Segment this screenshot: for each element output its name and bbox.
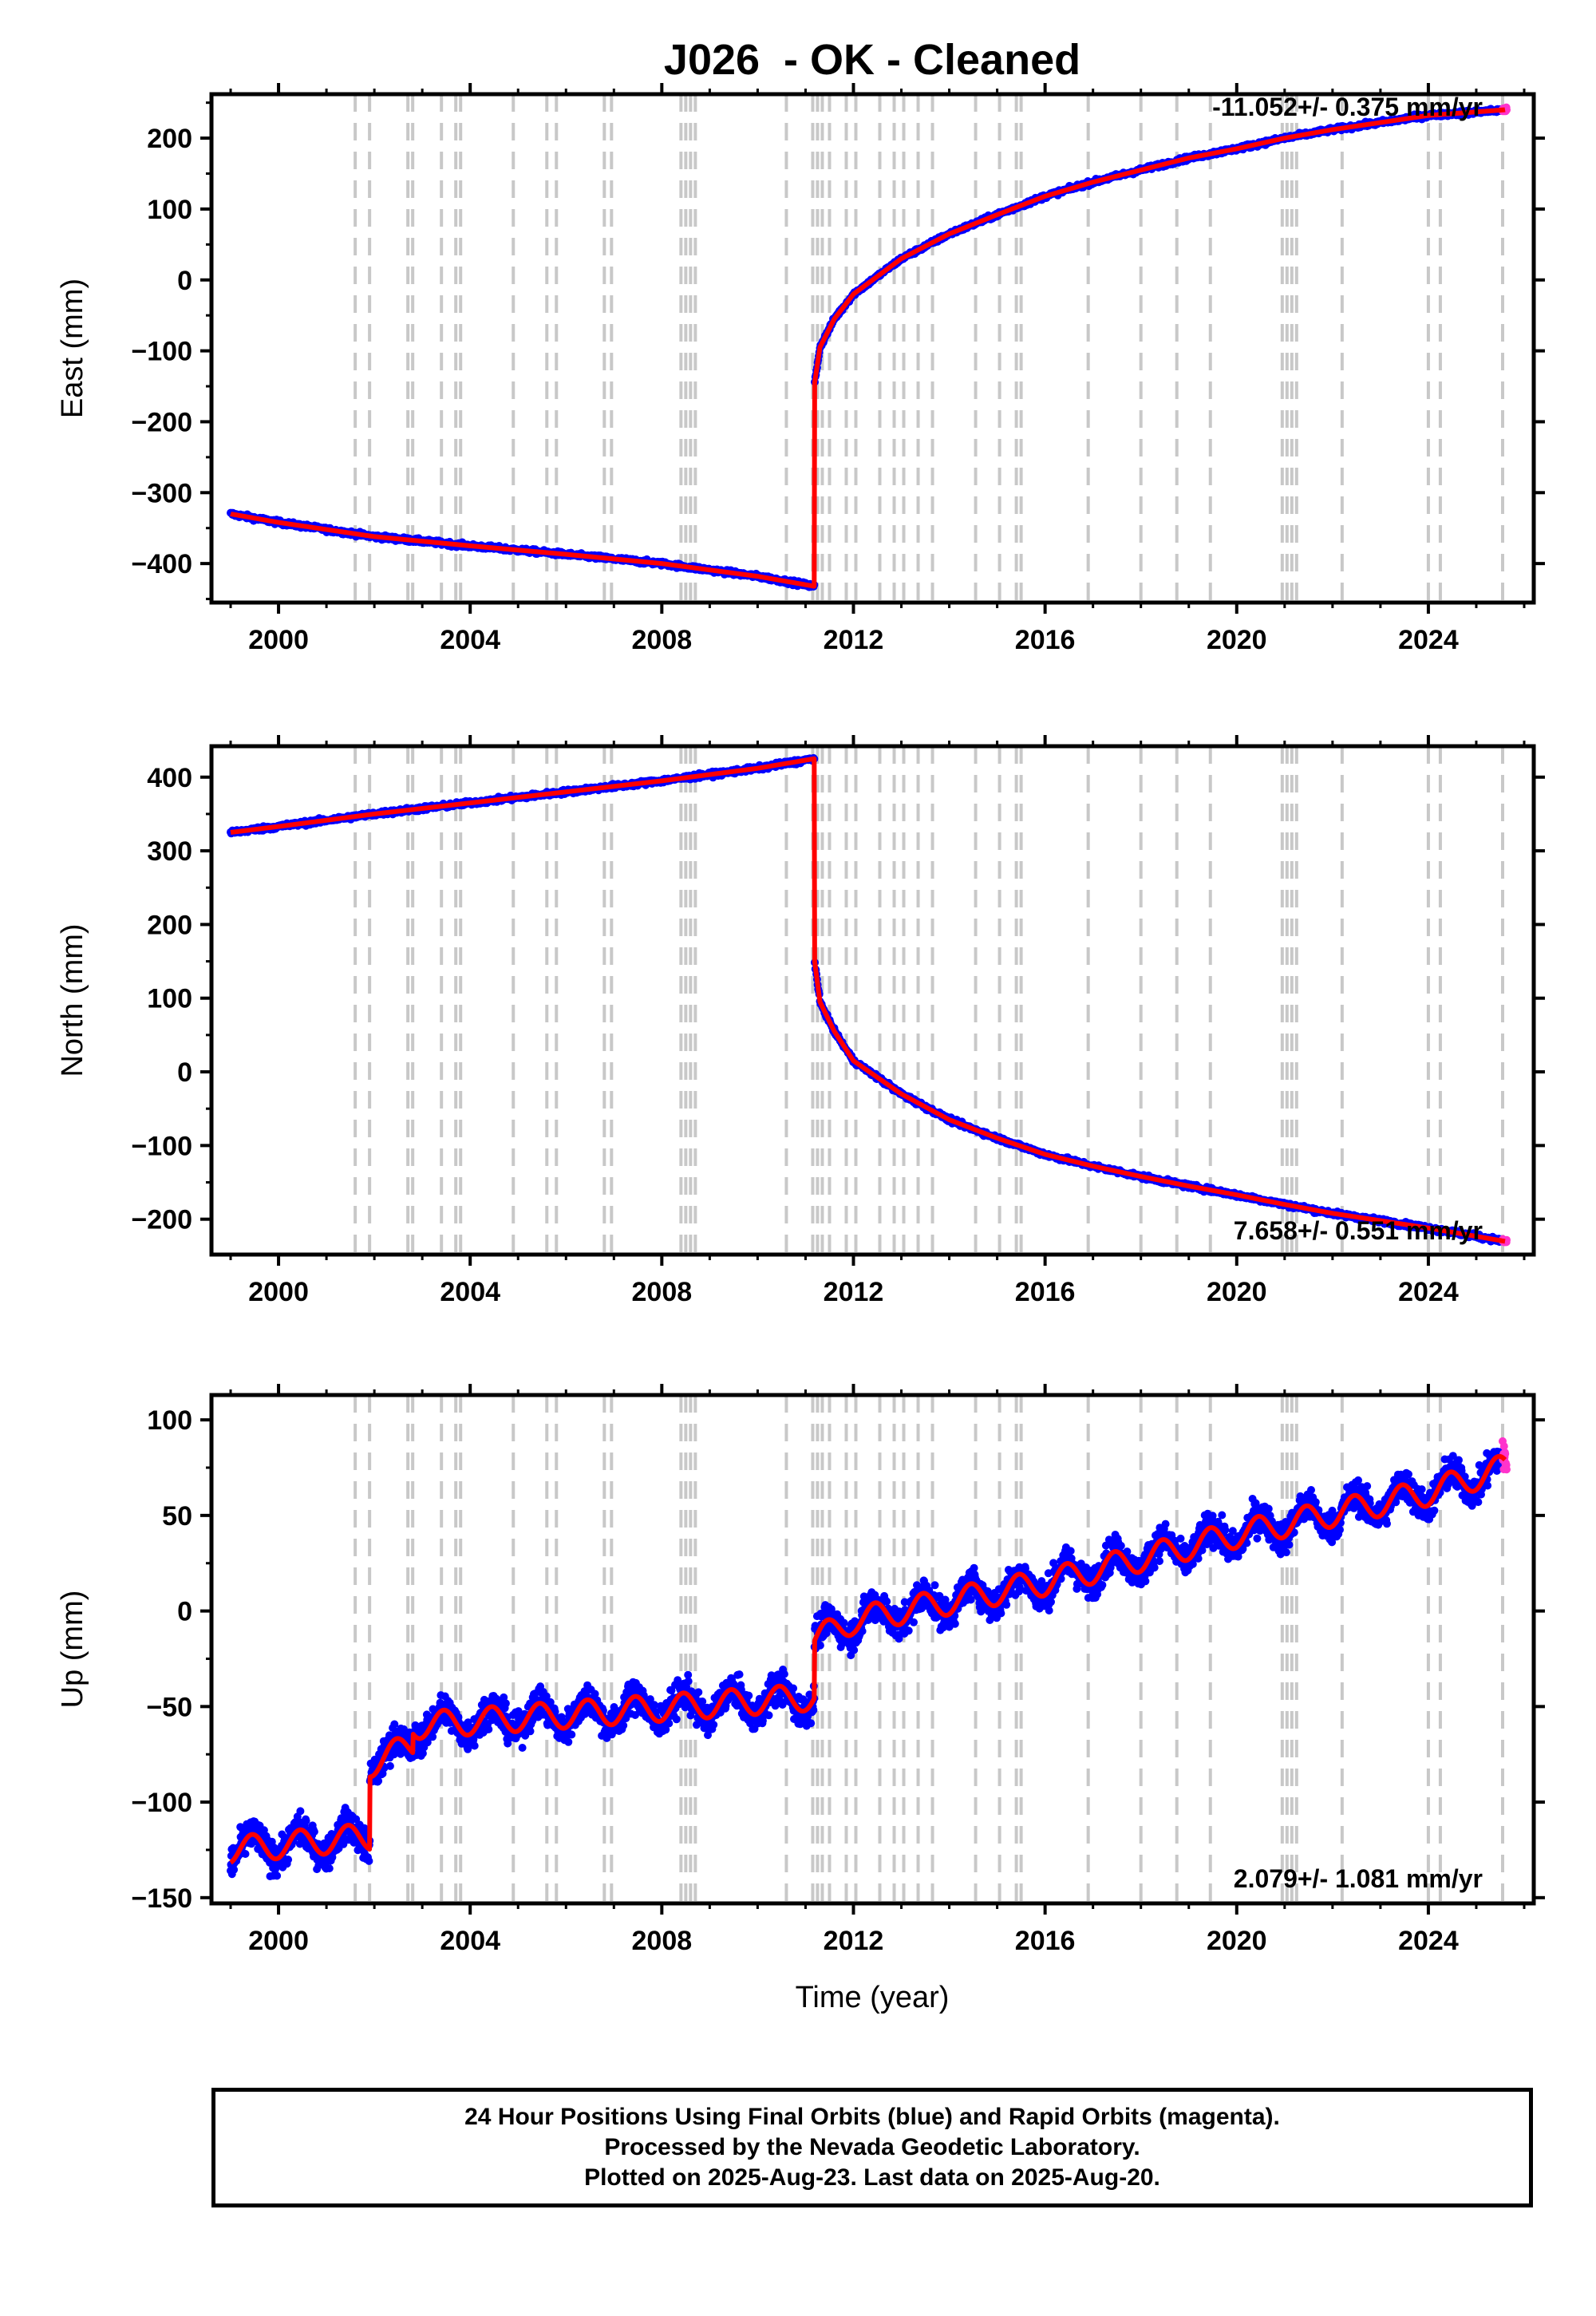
x-tick-label: 2000 xyxy=(248,625,309,655)
caption-line-1: 24 Hour Positions Using Final Orbits (bl… xyxy=(464,2104,1280,2130)
y-tick-label: −100 xyxy=(131,337,192,367)
model-line xyxy=(228,107,1507,589)
y-tick-label: 0 xyxy=(177,266,192,296)
y-tick-label: 100 xyxy=(147,195,192,225)
y-tick-label: −50 xyxy=(146,1692,192,1722)
y-tick-label: 200 xyxy=(147,910,192,940)
x-tick-label: 2000 xyxy=(248,1277,309,1307)
y-tick-label: −300 xyxy=(131,478,192,508)
y-tick-label: −150 xyxy=(131,1883,192,1914)
y-tick-label: 100 xyxy=(147,984,192,1014)
step-lines xyxy=(354,94,1504,603)
y-tick-label: 50 xyxy=(162,1501,192,1531)
x-tick-label: 2024 xyxy=(1398,625,1459,655)
y-tick-label: 300 xyxy=(147,836,192,867)
step-lines xyxy=(354,1395,1504,1903)
x-tick-label: 2008 xyxy=(632,625,693,655)
final-orbit-points xyxy=(227,1447,1504,1880)
panel-up: −150 −100 −50 0 50 100 2000 2004 2008 2012 2016 202… xyxy=(56,1384,1545,1956)
x-axis-label: Time (year) xyxy=(796,1981,950,2014)
x-tick-label: 2016 xyxy=(1015,625,1076,655)
x-tick-label: 2012 xyxy=(824,625,884,655)
x-tick-label: 2024 xyxy=(1398,1277,1459,1307)
y-tick-label: −200 xyxy=(131,407,192,437)
y-tick-label: −100 xyxy=(131,1131,192,1161)
y-tick-label: 100 xyxy=(147,1405,192,1436)
y-axis-label: North (mm) xyxy=(56,923,89,1077)
y-tick-label: 200 xyxy=(147,124,192,154)
y-tick-label: 0 xyxy=(177,1057,192,1088)
y-tick-label: −400 xyxy=(131,549,192,579)
caption-box: 24 Hour Positions Using Final Orbits (bl… xyxy=(211,2088,1533,2207)
x-tick-label: 2020 xyxy=(1207,1926,1267,1956)
y-tick-label: −100 xyxy=(131,1788,192,1818)
x-tick-label: 2016 xyxy=(1015,1926,1076,1956)
panel-east: −400 −300 −200 −100 0 100 200 2000 2004 2008 2012 2… xyxy=(56,83,1545,655)
x-tick-label: 2000 xyxy=(248,1926,309,1956)
y-tick-label: −200 xyxy=(131,1205,192,1235)
rate-label: 2.079+/- 1.081 mm/yr xyxy=(1234,1864,1483,1893)
caption-line-2: Processed by the Nevada Geodetic Laborat… xyxy=(604,2134,1140,2160)
x-tick-label: 2020 xyxy=(1207,1277,1267,1307)
x-tick-label: 2004 xyxy=(440,625,500,655)
step-lines xyxy=(354,746,1504,1255)
x-tick-label: 2008 xyxy=(632,1277,693,1307)
model-line xyxy=(228,1453,1507,1865)
plot-frame xyxy=(209,744,1536,1257)
rapid-orbit-points xyxy=(1499,1437,1511,1474)
final-orbit-points xyxy=(227,753,1504,1247)
x-tick-label: 2004 xyxy=(440,1277,500,1307)
x-tick-label: 2012 xyxy=(824,1926,884,1956)
model-line xyxy=(228,756,1507,1244)
rate-label: -11.052+/- 0.375 mm/yr xyxy=(1212,93,1483,121)
x-tick-label: 2016 xyxy=(1015,1277,1076,1307)
rate-label: 7.658+/- 0.551 mm/yr xyxy=(1234,1216,1483,1245)
plot-frame xyxy=(209,92,1536,605)
x-tick-label: 2024 xyxy=(1398,1926,1459,1956)
y-axis-label: Up (mm) xyxy=(56,1591,89,1709)
plot-frame xyxy=(209,1393,1536,1906)
y-axis-label: East (mm) xyxy=(56,279,89,418)
caption-line-3: Plotted on 2025-Aug-23. Last data on 202… xyxy=(584,2164,1160,2191)
x-tick-label: 2020 xyxy=(1207,625,1267,655)
chart-title: J026 - OK - Cleaned xyxy=(664,36,1080,84)
final-orbit-points xyxy=(227,105,1504,591)
x-tick-label: 2012 xyxy=(824,1277,884,1307)
panel-north: −200 −100 0 100 200 300 400 2000 2004 2008 2012 201… xyxy=(56,735,1545,1307)
x-tick-label: 2004 xyxy=(440,1926,500,1956)
y-tick-label: 0 xyxy=(177,1597,192,1627)
y-tick-label: 400 xyxy=(147,763,192,793)
x-tick-label: 2008 xyxy=(632,1926,693,1956)
